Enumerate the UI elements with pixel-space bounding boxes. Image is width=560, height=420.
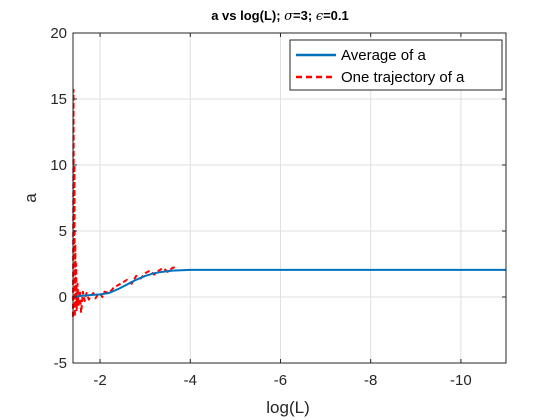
legend: Average of a One trajectory of a (289, 39, 503, 91)
title-epsilon-symbol: ϵ (316, 9, 324, 24)
ticks: -2 -4 -6 -8 -10 -5 0 5 10 15 20 (50, 25, 506, 389)
series-trajectory-line (72, 88, 177, 318)
title-part-3: =3; (293, 8, 316, 23)
y-tick-label: 10 (50, 157, 67, 174)
x-tick-label: -6 (274, 372, 287, 389)
y-tick-label: 0 (59, 289, 67, 306)
y-tick-label: 20 (50, 25, 67, 42)
y-tick-label: -5 (54, 355, 67, 372)
x-tick-label: -4 (184, 372, 197, 389)
legend-label-trajectory: One trajectory of a (341, 69, 465, 86)
axes-box (72, 32, 507, 364)
x-tick-label: -8 (364, 372, 377, 389)
y-tick-label: 15 (50, 91, 67, 108)
series-layer (72, 88, 506, 318)
chart-title: a vs log(L); σ=3; ϵ=0.1 (211, 8, 349, 24)
legend-label-average: Average of a (341, 47, 426, 64)
title-part-1: a vs log(L); (211, 8, 284, 23)
series-average-line (74, 268, 506, 298)
x-tick-label: -10 (450, 372, 472, 389)
title-part-5: =0.1 (323, 8, 349, 23)
y-tick-label: 5 (59, 223, 67, 240)
legend-box (289, 39, 503, 91)
y-axis-label: a (21, 193, 40, 203)
x-axis-label: log(L) (266, 398, 309, 417)
x-tick-label: -2 (93, 372, 106, 389)
title-sigma-symbol: σ (284, 9, 294, 24)
